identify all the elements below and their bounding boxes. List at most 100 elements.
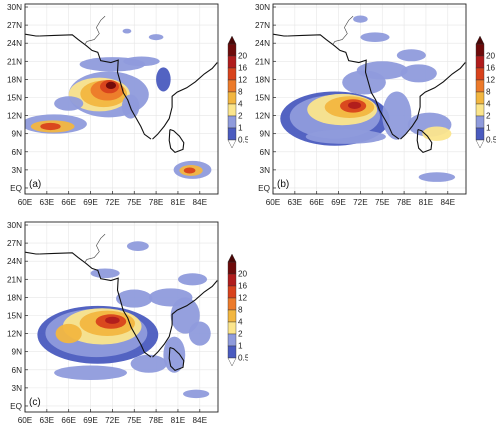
colorbar-label: 12 (486, 76, 496, 85)
lon-tick-label: 75E (127, 416, 142, 425)
rainfall-contour (400, 64, 437, 83)
lat-tick-label: EQ (10, 402, 22, 411)
rainfall-contour (188, 321, 211, 346)
colorbar-segment (227, 103, 237, 117)
lat-tick-label: 15N (255, 93, 270, 102)
colorbar-label: 1 (238, 342, 243, 351)
colorbar-segment (227, 321, 237, 335)
lon-tick-label: 66E (61, 198, 76, 207)
lat-tick-label: 9N (260, 130, 271, 139)
colorbar-label: 16 (238, 64, 248, 73)
colorbar-arrow-bottom (227, 139, 237, 149)
colorbar-label: 20 (238, 270, 248, 279)
rainfall-contour (348, 101, 362, 109)
coastline (152, 280, 218, 358)
country-border (84, 15, 106, 45)
colorbar-label: 4 (238, 100, 243, 109)
lat-tick-label: 3N (12, 384, 23, 393)
lat-tick-label: 18N (7, 293, 22, 302)
colorbar-segment (475, 55, 485, 69)
lon-tick-label: 69E (83, 198, 98, 207)
lon-tick-label: 84E (441, 198, 456, 207)
lat-tick-label: 3N (260, 166, 271, 175)
lat-tick-label: EQ (10, 184, 22, 193)
colorbar-segment (227, 273, 237, 287)
rainfall-contour (305, 129, 386, 144)
rainfall-contour (105, 81, 117, 90)
lat-tick-label: 12N (255, 112, 270, 121)
coastline (39, 252, 152, 358)
colorbar-label: 16 (238, 282, 248, 291)
rainfall-contour (360, 32, 390, 42)
map-panel-c: 30N 27N 24N 21N 18N 15N 12N 9N 6N 3N EQ 60E 63E 66E 69… (0, 218, 250, 436)
colorbar-label: 0.5 (238, 354, 248, 363)
lat-tick-label: 18N (7, 75, 22, 84)
colorbar-segment (227, 91, 237, 105)
colorbar-label: 4 (238, 318, 243, 327)
colorbar-segment (475, 43, 485, 57)
lat-tick-label: 24N (7, 257, 22, 266)
colorbar-label: 1 (486, 124, 491, 133)
lon-tick-label: 75E (127, 198, 142, 207)
lat-tick-label: 15N (7, 93, 22, 102)
lat-tick-label: 30N (7, 3, 22, 12)
lat-tick-label: 27N (7, 239, 22, 248)
lon-tick-label: 84E (193, 416, 208, 425)
colorbar-segment (227, 333, 237, 347)
colorbar-segment (227, 285, 237, 299)
coastline (416, 128, 433, 154)
rainfall-contour (422, 126, 452, 141)
rainfall-contour (116, 289, 153, 308)
colorbar-segment (475, 115, 485, 129)
rainfall-contour (148, 34, 164, 41)
lon-tick-label: 69E (83, 416, 98, 425)
map-frame (24, 221, 219, 413)
lon-tick-label: 63E (40, 416, 55, 425)
lon-tick-label: 81E (171, 416, 186, 425)
rainfall-contour (177, 273, 208, 286)
lon-tick-label: 60E (18, 416, 33, 425)
colorbar-segment (227, 345, 237, 359)
coastline (25, 251, 40, 255)
lat-tick-label: 12N (7, 112, 22, 121)
panel-label: (a) (29, 179, 41, 190)
lon-tick-label: 84E (193, 198, 208, 207)
colorbar-segment (227, 115, 237, 129)
lon-tick-label: 72E (105, 198, 120, 207)
map-panel-b: 30N 27N 24N 21N 18N 15N 12N 9N 6N 3N EQ 60E 63E 66E 69… (248, 0, 496, 218)
panel-label: (b) (277, 179, 289, 190)
lat-tick-label: 6N (12, 148, 23, 157)
lon-tick-label: 75E (375, 198, 390, 207)
map-svg-b: 30N 27N 24N 21N 18N 15N 12N 9N 6N 3N EQ 60E 63E 66E 69… (255, 3, 496, 207)
coastline (287, 34, 400, 140)
colorbar-segment (227, 67, 237, 81)
lon-tick-label: 72E (353, 198, 368, 207)
lon-tick-label: 69E (331, 198, 346, 207)
colorbar-segment (475, 127, 485, 141)
colorbar-arrow-top (475, 35, 485, 45)
lat-tick-label: 6N (260, 148, 271, 157)
rainfall-contour (183, 167, 196, 174)
colorbar-segment (475, 67, 485, 81)
rainfall-contour (130, 354, 168, 373)
colorbar-label: 20 (238, 52, 248, 61)
colorbar-label: 8 (238, 88, 243, 97)
colorbar-label: 12 (238, 76, 248, 85)
country-border (84, 233, 106, 263)
lon-tick-label: 78E (397, 198, 412, 207)
lon-tick-label: 66E (61, 416, 76, 425)
coastline (168, 346, 185, 372)
lon-tick-label: 72E (105, 416, 120, 425)
colorbar-segment (227, 79, 237, 93)
lat-tick-label: EQ (258, 184, 270, 193)
rainfall-contour (163, 336, 186, 373)
lat-tick-label: 21N (7, 57, 22, 66)
coastline (400, 62, 466, 140)
lat-tick-label: 30N (7, 221, 22, 230)
rainfall-contour (122, 28, 132, 34)
colorbar-segment (227, 43, 237, 57)
rainfall-contour (170, 297, 200, 334)
colorbar-segment (227, 55, 237, 69)
coastline (273, 33, 288, 37)
lat-tick-label: 12N (7, 330, 22, 339)
